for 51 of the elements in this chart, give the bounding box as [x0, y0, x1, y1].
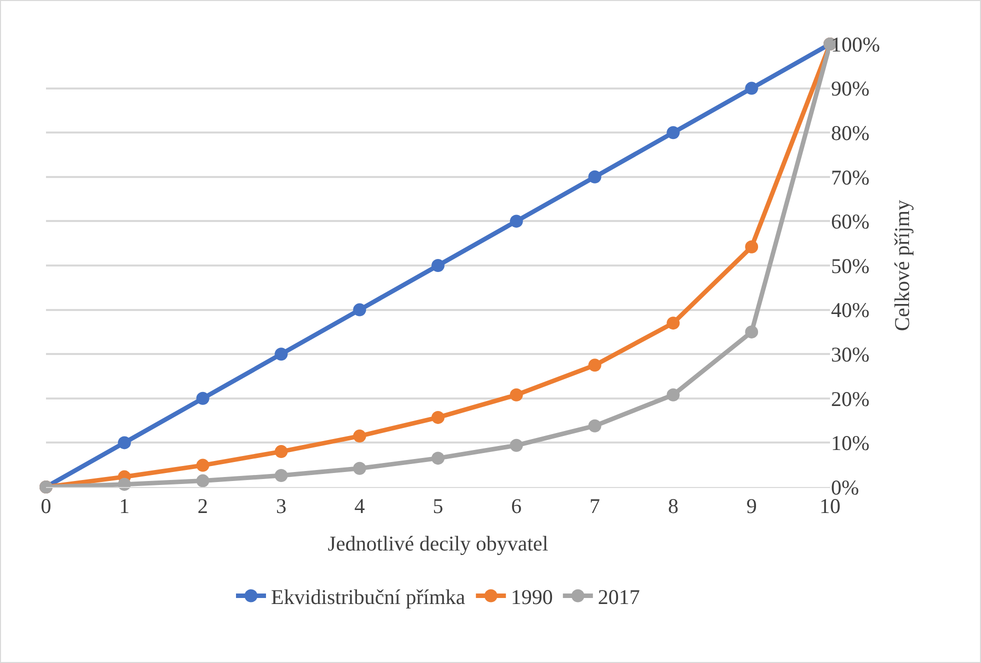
point — [666, 126, 680, 140]
x-tick-label: 7 — [590, 494, 600, 518]
point — [510, 214, 523, 228]
point — [745, 82, 758, 95]
x-tick-label: 0 — [40, 494, 52, 518]
x-tick-label: 3 — [276, 494, 286, 518]
point — [353, 462, 366, 475]
point — [432, 410, 444, 424]
point — [118, 436, 131, 450]
point — [118, 478, 131, 491]
x-tick-label: 4 — [354, 494, 366, 518]
y-axis-title: Celkové příjmy — [890, 199, 914, 332]
x-tick-label: 5 — [432, 494, 444, 518]
x-tick-label: 1 — [119, 494, 130, 518]
y-tick-label: 30% — [831, 342, 870, 366]
x-tick-label: 2 — [198, 494, 208, 518]
point — [666, 388, 680, 402]
legend-label: 1990 — [510, 584, 553, 609]
y-tick-label: 100% — [831, 32, 880, 56]
point — [510, 438, 523, 452]
point — [588, 358, 602, 372]
x-axis-title: Jednotlivé decily obyvatel — [328, 531, 548, 556]
y-tick-label: 60% — [831, 210, 870, 234]
x-tick-label: 9 — [746, 494, 757, 518]
x-tick-label: 8 — [668, 494, 678, 518]
legend-label: 2017 — [598, 584, 640, 609]
point — [588, 170, 602, 184]
y-tick-label: 10% — [831, 431, 870, 456]
point — [196, 474, 210, 488]
point — [588, 419, 602, 432]
y-tick-label: 80% — [831, 120, 870, 145]
y-tick-label: 40% — [831, 298, 870, 322]
point — [196, 392, 210, 405]
x-tick-label: 6 — [511, 494, 522, 518]
y-tick-label: 50% — [831, 254, 870, 278]
point — [432, 259, 444, 272]
legend-label: Ekvidistribuční přímka — [271, 584, 466, 609]
y-tick-label: 90% — [831, 76, 870, 101]
y-tick-label: 70% — [831, 165, 870, 190]
y-tick-label: 20% — [831, 386, 870, 411]
point — [432, 452, 444, 465]
point — [274, 348, 288, 361]
point — [196, 458, 210, 472]
point — [274, 445, 288, 458]
point — [745, 240, 758, 254]
point — [510, 388, 523, 402]
point — [745, 325, 758, 338]
point — [353, 430, 366, 443]
point — [666, 316, 680, 330]
point — [353, 303, 366, 316]
point — [274, 468, 288, 482]
